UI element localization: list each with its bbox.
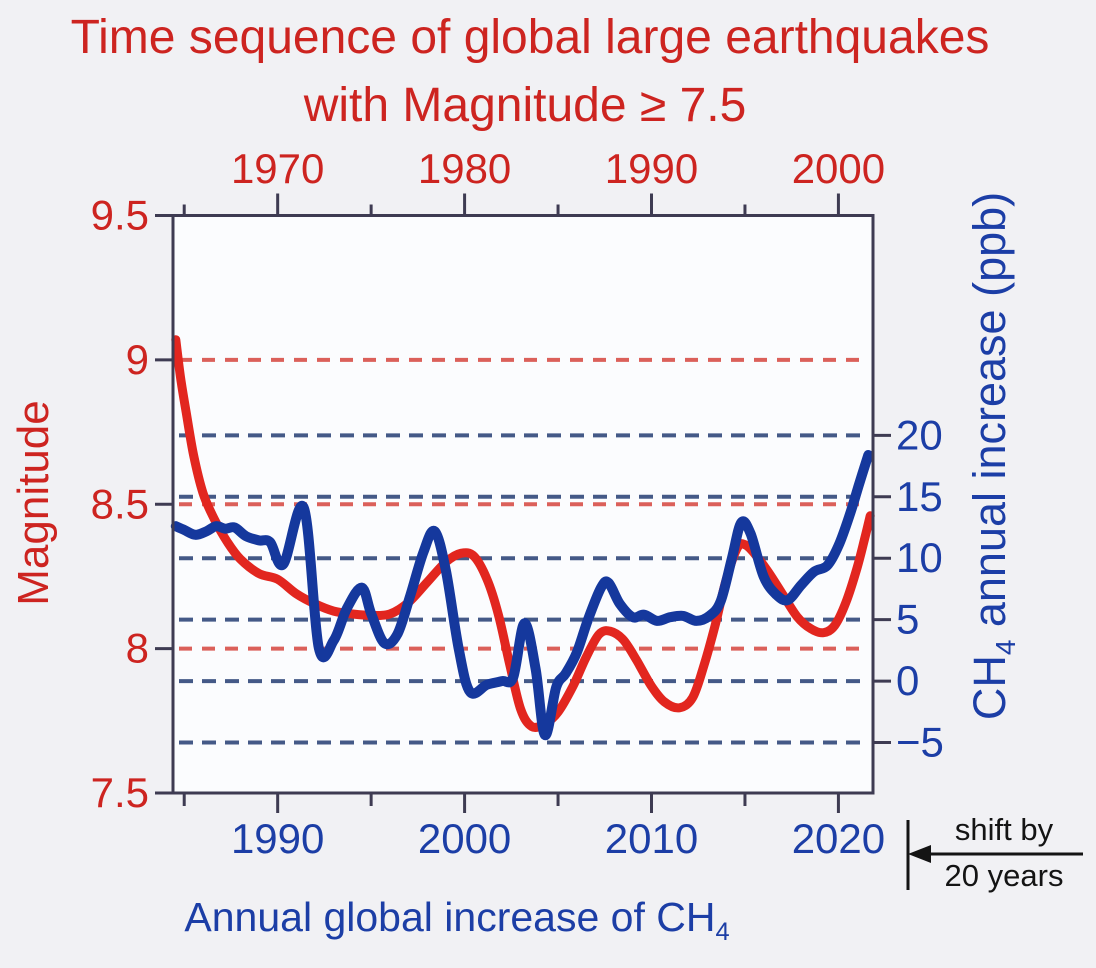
bottom-axis-title-prefix: Annual global increase of CH xyxy=(184,894,716,940)
right-axis-tick-label: 0 xyxy=(896,657,919,704)
right-axis-tick-label: 5 xyxy=(896,596,919,643)
left-axis-tick-label: 8 xyxy=(126,625,149,672)
bottom-axis-tick-label: 2010 xyxy=(605,815,698,862)
shift-annotation-text-bottom: 20 years xyxy=(944,858,1064,893)
top-axis-tick-label: 1980 xyxy=(418,145,511,192)
bottom-axis-tick-label: 2020 xyxy=(792,815,885,862)
bottom-axis-title: Annual global increase of CH4 xyxy=(2,894,912,945)
chart-title-line2: with Magnitude ≥ 7.5 xyxy=(303,79,747,132)
left-axis-tick-label: 9 xyxy=(126,336,149,383)
left-axis-tick-label: 7.5 xyxy=(91,769,149,816)
series-curve-1 xyxy=(170,450,874,741)
top-axis-tick-label: 1990 xyxy=(605,145,698,192)
shift-annotation-arrowhead xyxy=(908,845,931,863)
shift-annotation-text-top: shift by xyxy=(954,812,1054,847)
top-axis-tick-label: 2000 xyxy=(792,145,885,192)
right-axis-tick-label: 10 xyxy=(896,534,943,581)
left-axis-tick-label: 9.5 xyxy=(91,192,149,239)
right-axis-tick-label: −5 xyxy=(896,718,944,765)
bottom-axis-tick-label: 1990 xyxy=(231,815,324,862)
left-axis-tick-label: 8.5 xyxy=(91,480,149,527)
bottom-axis-title-subscript: 4 xyxy=(715,918,730,947)
bottom-axis-tick-label: 2000 xyxy=(418,815,511,862)
top-axis-tick-label: 1970 xyxy=(231,145,324,192)
right-axis-tick-label: 15 xyxy=(896,473,943,520)
right-axis-tick-label: 20 xyxy=(896,411,943,458)
chart-title-line1: Time sequence of global large earthquake… xyxy=(70,11,990,64)
